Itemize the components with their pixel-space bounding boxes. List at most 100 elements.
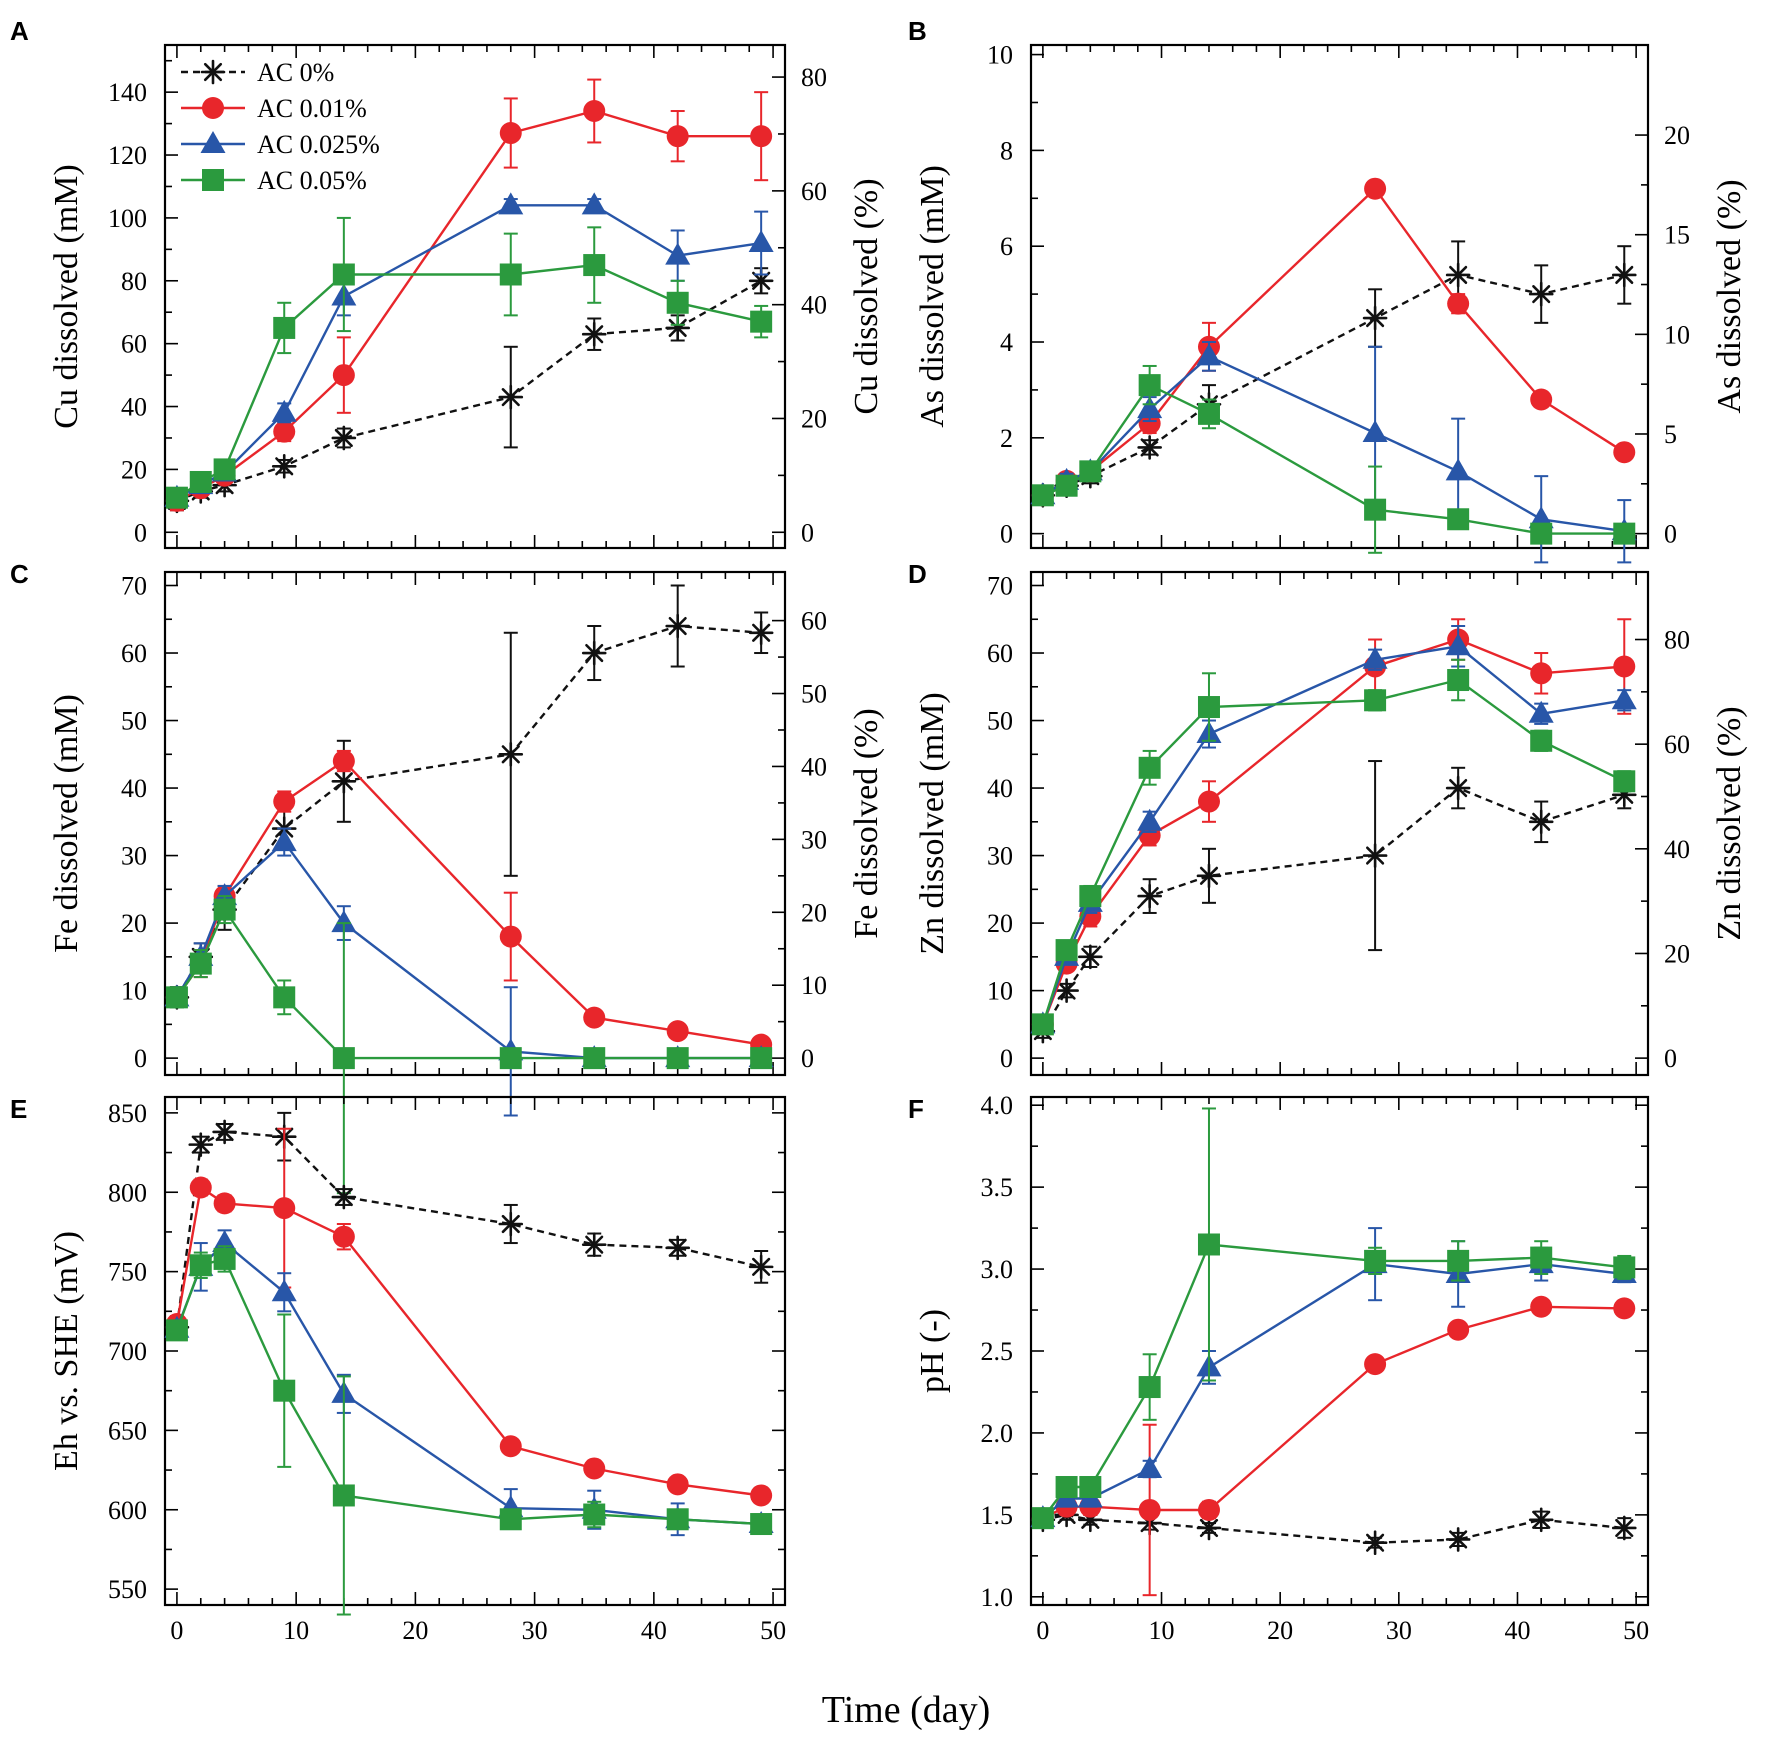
panel-e: E 0 10 20 30 40 50 550 600 650 700 750 800 850 Eh vs. … [10, 1094, 787, 1645]
data-point [1137, 883, 1162, 909]
y-tick-label: 40 [121, 393, 147, 422]
x-tick-label: 50 [1623, 1616, 1649, 1645]
y2-tick-label: 20 [1664, 939, 1690, 968]
data-point [583, 1457, 606, 1480]
y2-tick-label: 0 [801, 518, 814, 547]
plot-area [1030, 618, 1637, 1044]
data-point [1445, 458, 1471, 481]
data-point [1138, 1498, 1161, 1521]
y-tick-label: 6 [1000, 232, 1013, 261]
series-line [175, 624, 762, 999]
legend-label: AC 0.05% [257, 166, 367, 195]
y-axis-title: Zn dissolved (mM) [914, 692, 951, 955]
panel-b: B 0 2 4 6 8 10 0 5 10 15 20 As dissolved (%) As disso… [908, 16, 1748, 564]
x-tick-label: 20 [1267, 1616, 1293, 1645]
data-point [331, 425, 357, 451]
y-tick-label: 60 [987, 639, 1013, 668]
data-point [1362, 305, 1388, 331]
data-point [666, 1020, 689, 1043]
x-tick-label: 50 [760, 1616, 786, 1645]
series-ac-0-05 [165, 1245, 773, 1616]
data-point [1613, 441, 1636, 464]
plot-frame [1029, 43, 1650, 550]
y2-axis-title: As dissolved (%) [1711, 179, 1748, 413]
x-axis-ticks [1042, 572, 1637, 1075]
data-point [499, 1508, 522, 1531]
data-point [498, 384, 524, 410]
data-point [748, 230, 774, 253]
data-point [1137, 1455, 1163, 1478]
y2-tick-label: 40 [801, 752, 827, 781]
y2-tick-label: 0 [1664, 520, 1677, 549]
y-tick-label: 140 [108, 78, 147, 107]
y-tick-label: 50 [987, 707, 1013, 736]
series-line [176, 204, 762, 499]
data-point [1197, 1498, 1220, 1521]
data-point [1611, 687, 1637, 710]
series-ac-0-025 [1030, 1227, 1637, 1528]
data-point [332, 263, 355, 286]
data-point [188, 1132, 214, 1157]
plot-area [164, 584, 774, 1195]
series-line [1041, 786, 1625, 1032]
data-point [1031, 1013, 1054, 1036]
y2-tick-label: 40 [1664, 835, 1690, 864]
data-point [581, 192, 607, 215]
y-axis-ticks [165, 584, 785, 1059]
series-ac-0-01 [165, 1127, 773, 1507]
data-point [1196, 863, 1222, 889]
y-tick-label: 850 [108, 1099, 147, 1128]
data-point [498, 192, 524, 215]
data-point [1078, 944, 1103, 970]
data-point [1530, 522, 1553, 545]
y2-tick-label: 30 [801, 825, 827, 854]
series-line [1041, 1243, 1625, 1519]
panel-label-f: F [908, 1094, 924, 1124]
panel-label-b: B [908, 16, 927, 46]
data-point [1079, 885, 1102, 908]
data-point [1447, 508, 1470, 531]
x-tick-label: 0 [170, 1616, 183, 1645]
data-point [665, 613, 690, 639]
series-ac-0 [1030, 760, 1637, 1044]
y2-tick-label: 0 [801, 1044, 814, 1073]
panel-a: A 0 20 40 60 80 100 120 140 0 20 40 60 80 Cu dissolved… [10, 16, 885, 550]
series-ac-0-05 [1031, 1107, 1636, 1530]
error-bars [169, 1245, 769, 1616]
y2-tick-label: 80 [1664, 626, 1690, 655]
data-point [499, 263, 522, 286]
series-line [1042, 273, 1625, 497]
series-ac-0 [164, 1111, 774, 1340]
data-point [1528, 1507, 1554, 1533]
y2-axis-title: Zn dissolved (%) [1711, 706, 1748, 940]
legend-item-ac-0-01: AC 0.01% [181, 94, 367, 123]
error-bars [169, 1127, 769, 1503]
data-point [750, 1513, 773, 1536]
y-tick-label: 30 [121, 842, 147, 871]
data-point [332, 1225, 355, 1248]
plot-area [164, 78, 774, 514]
data-point [498, 741, 524, 767]
data-point [1137, 808, 1163, 831]
data-point [1528, 700, 1554, 723]
data-point [189, 1176, 212, 1199]
data-point [583, 254, 606, 277]
data-point [271, 399, 297, 422]
data-point [666, 125, 689, 148]
data-point [1445, 775, 1471, 801]
data-point [332, 364, 355, 387]
y-tick-label: 20 [987, 909, 1013, 938]
y-tick-label: 750 [108, 1258, 147, 1287]
data-point [271, 1279, 297, 1302]
data-point [273, 420, 296, 443]
y2-tick-label: 10 [801, 971, 827, 1000]
legend-marker [200, 59, 226, 85]
data-point [583, 1006, 606, 1029]
data-point [750, 1484, 773, 1507]
y-axis-title: Fe dissolved (mM) [48, 694, 85, 953]
data-point [331, 1184, 357, 1210]
data-point [665, 315, 690, 341]
data-point [189, 470, 212, 493]
data-point [581, 1232, 607, 1257]
data-point [273, 316, 296, 339]
